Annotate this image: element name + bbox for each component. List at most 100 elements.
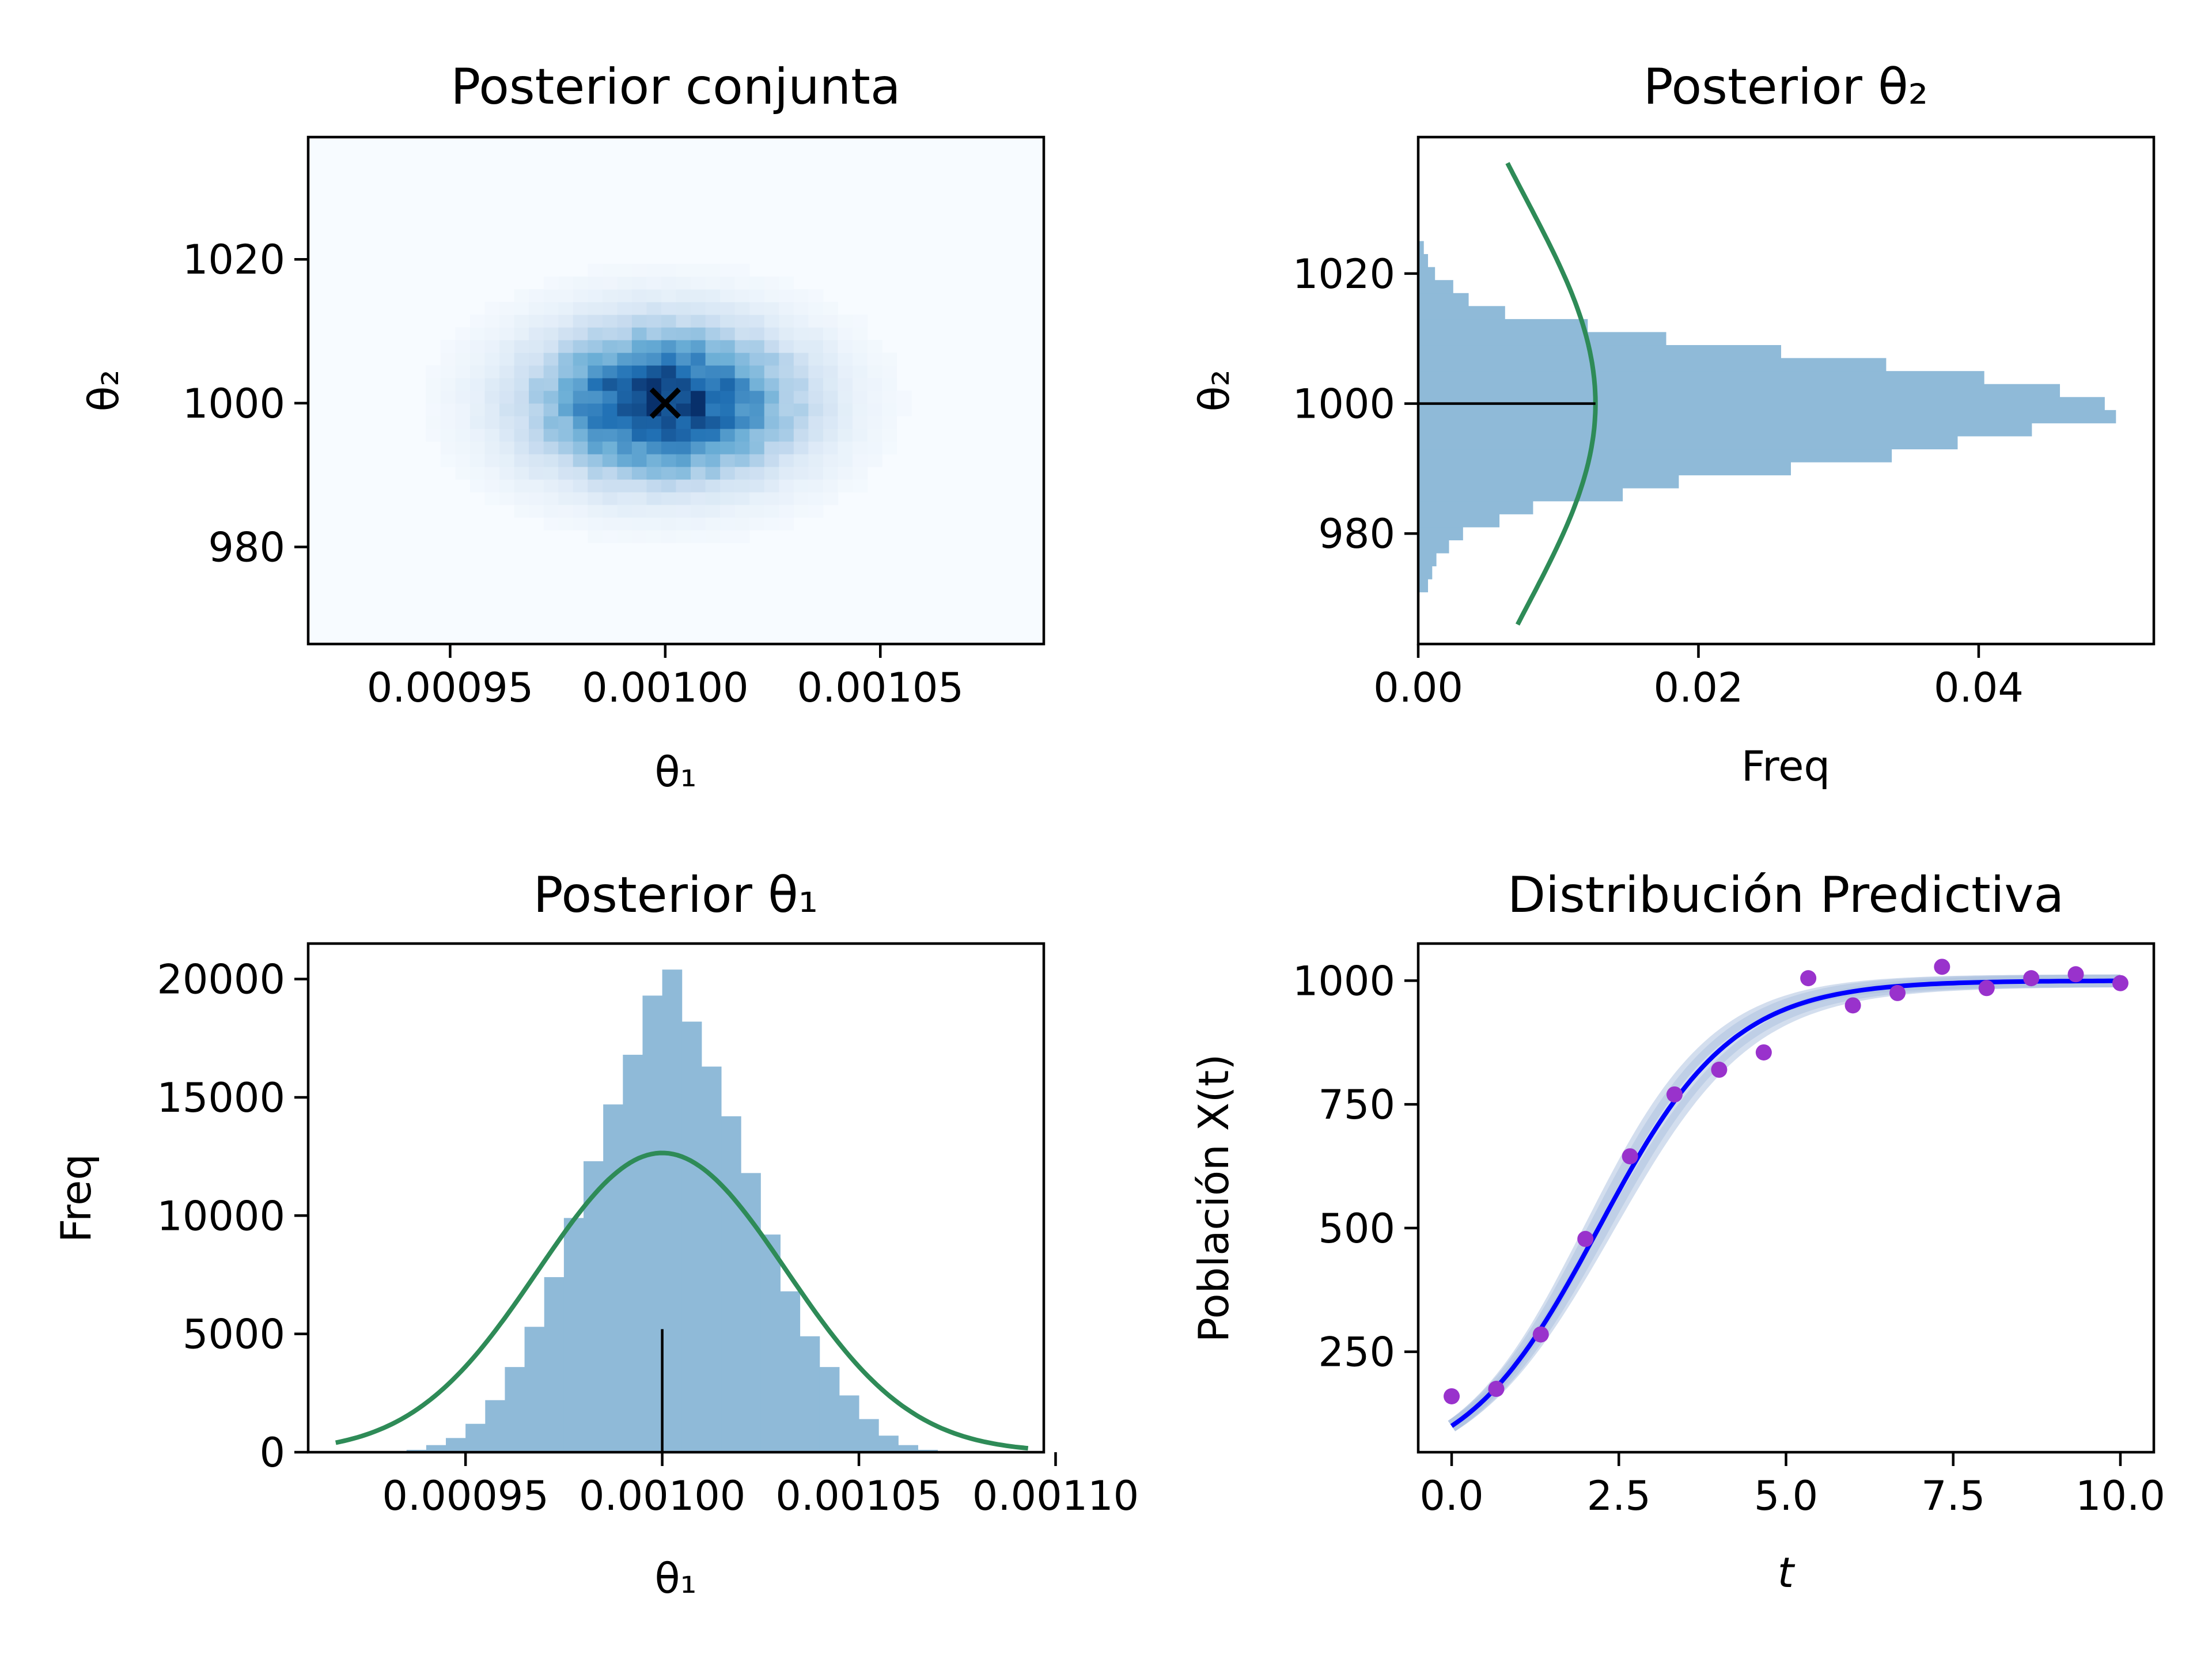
y-tick-label: 750 bbox=[1318, 1081, 1395, 1128]
heatmap-cell bbox=[499, 327, 515, 340]
heatmap-cell bbox=[499, 416, 515, 429]
heatmap-cell bbox=[558, 467, 574, 480]
heatmap-cell bbox=[720, 454, 736, 467]
heatmap-cell bbox=[558, 454, 574, 467]
heatmap-cell bbox=[617, 302, 632, 315]
heatmap-cell bbox=[617, 454, 632, 467]
heatmap-cell bbox=[676, 517, 691, 531]
heatmap-cell bbox=[573, 378, 588, 391]
heatmap-cell bbox=[691, 517, 706, 531]
heatmap-cell bbox=[793, 479, 809, 493]
heatmap-cell bbox=[602, 416, 618, 429]
y-tick-label: 10000 bbox=[157, 1192, 285, 1240]
heatmap-cell bbox=[602, 492, 618, 505]
heatmap-cell bbox=[455, 365, 471, 378]
predictive-title: Distribución Predictiva bbox=[1508, 866, 2064, 924]
heatmap-cell bbox=[426, 416, 441, 429]
heatmap-cell bbox=[646, 492, 662, 505]
heatmap-cell bbox=[588, 429, 603, 442]
heatmap-cell bbox=[602, 315, 618, 328]
x-tick-label: 0.00095 bbox=[382, 1472, 548, 1520]
heatmap-cell bbox=[691, 365, 706, 378]
heatmap-cell bbox=[631, 517, 647, 531]
heatmap-cell bbox=[867, 429, 882, 442]
heatmap-cell bbox=[631, 302, 647, 315]
heatmap-cell bbox=[676, 530, 691, 543]
heatmap-cell bbox=[617, 505, 632, 518]
heatmap-cell bbox=[852, 391, 868, 404]
heatmap-cell bbox=[705, 378, 721, 391]
heatmap-cell bbox=[602, 327, 618, 340]
heatmap-cell bbox=[543, 492, 559, 505]
heatmap-cell bbox=[838, 365, 853, 378]
heatmap-cell bbox=[764, 327, 779, 340]
heatmap-cell bbox=[852, 327, 868, 340]
heatmap-cell bbox=[543, 454, 559, 467]
heatmap-cell bbox=[455, 391, 471, 404]
heatmap-cell bbox=[749, 327, 765, 340]
heatmap-cell bbox=[469, 441, 486, 454]
heatmap-cell bbox=[573, 315, 588, 328]
heatmap-cell bbox=[691, 429, 706, 442]
heatmap-cell bbox=[573, 479, 588, 493]
heatmap-cell bbox=[720, 441, 736, 454]
heatmap-cell bbox=[617, 517, 632, 531]
x-tick-label: 2.5 bbox=[1587, 1472, 1651, 1520]
histogram-bar bbox=[1418, 488, 1623, 502]
heatmap-cell bbox=[661, 416, 677, 429]
heatmap-cell bbox=[823, 315, 839, 328]
heatmap-cell bbox=[529, 302, 544, 315]
heatmap-cell bbox=[661, 315, 677, 328]
heatmap-cell bbox=[749, 454, 765, 467]
histogram-bar bbox=[505, 1367, 525, 1452]
heatmap-cell bbox=[617, 327, 632, 340]
heatmap-cell bbox=[838, 391, 853, 404]
heatmap-cell bbox=[705, 276, 721, 290]
heatmap-cell bbox=[852, 403, 868, 416]
heatmap-cell bbox=[734, 479, 750, 493]
heatmap-cell bbox=[646, 327, 662, 340]
heatmap-cell bbox=[720, 264, 736, 277]
heatmap-cell bbox=[793, 505, 809, 518]
heatmap-cell bbox=[469, 429, 486, 442]
heatmap-cell bbox=[617, 416, 632, 429]
histogram-bar bbox=[446, 1438, 466, 1452]
heatmap-cell bbox=[617, 289, 632, 302]
heatmap-cell bbox=[543, 403, 559, 416]
heatmap-cell bbox=[734, 530, 750, 543]
theta1-xlabel: θ₁ bbox=[655, 1554, 697, 1603]
histogram-bar bbox=[1418, 435, 1958, 450]
heatmap-cell bbox=[602, 467, 618, 480]
heatmap-cell bbox=[588, 530, 603, 543]
heatmap-cell bbox=[734, 403, 750, 416]
heatmap-cell bbox=[455, 327, 471, 340]
heatmap-cell bbox=[661, 353, 677, 366]
heatmap-cell bbox=[588, 467, 603, 480]
heatmap-cell bbox=[646, 454, 662, 467]
histogram-bar bbox=[819, 1367, 840, 1452]
heatmap-cell bbox=[661, 517, 677, 531]
heatmap-cell bbox=[793, 353, 809, 366]
heatmap-cell bbox=[705, 505, 721, 518]
heatmap-cell bbox=[764, 315, 779, 328]
heatmap-cell bbox=[676, 454, 691, 467]
heatmap-cell bbox=[646, 289, 662, 302]
heatmap-cell bbox=[499, 479, 515, 493]
heatmap-cell bbox=[514, 353, 529, 366]
heatmap-cell bbox=[543, 276, 559, 290]
heatmap-cell bbox=[808, 353, 824, 366]
heatmap-cell bbox=[440, 391, 456, 404]
heatmap-cell bbox=[691, 302, 706, 315]
heatmap-cell bbox=[573, 416, 588, 429]
heatmap-cell bbox=[749, 505, 765, 518]
heatmap-cell bbox=[588, 416, 603, 429]
heatmap-cell bbox=[734, 302, 750, 315]
heatmap-cell bbox=[691, 264, 706, 277]
heatmap-cell bbox=[499, 340, 515, 353]
heatmap-cell bbox=[631, 467, 647, 480]
heatmap-cell bbox=[529, 327, 544, 340]
heatmap-cell bbox=[646, 530, 662, 543]
heatmap-cell bbox=[661, 264, 677, 277]
observed-point bbox=[1800, 970, 1817, 987]
heatmap-cell bbox=[823, 340, 839, 353]
